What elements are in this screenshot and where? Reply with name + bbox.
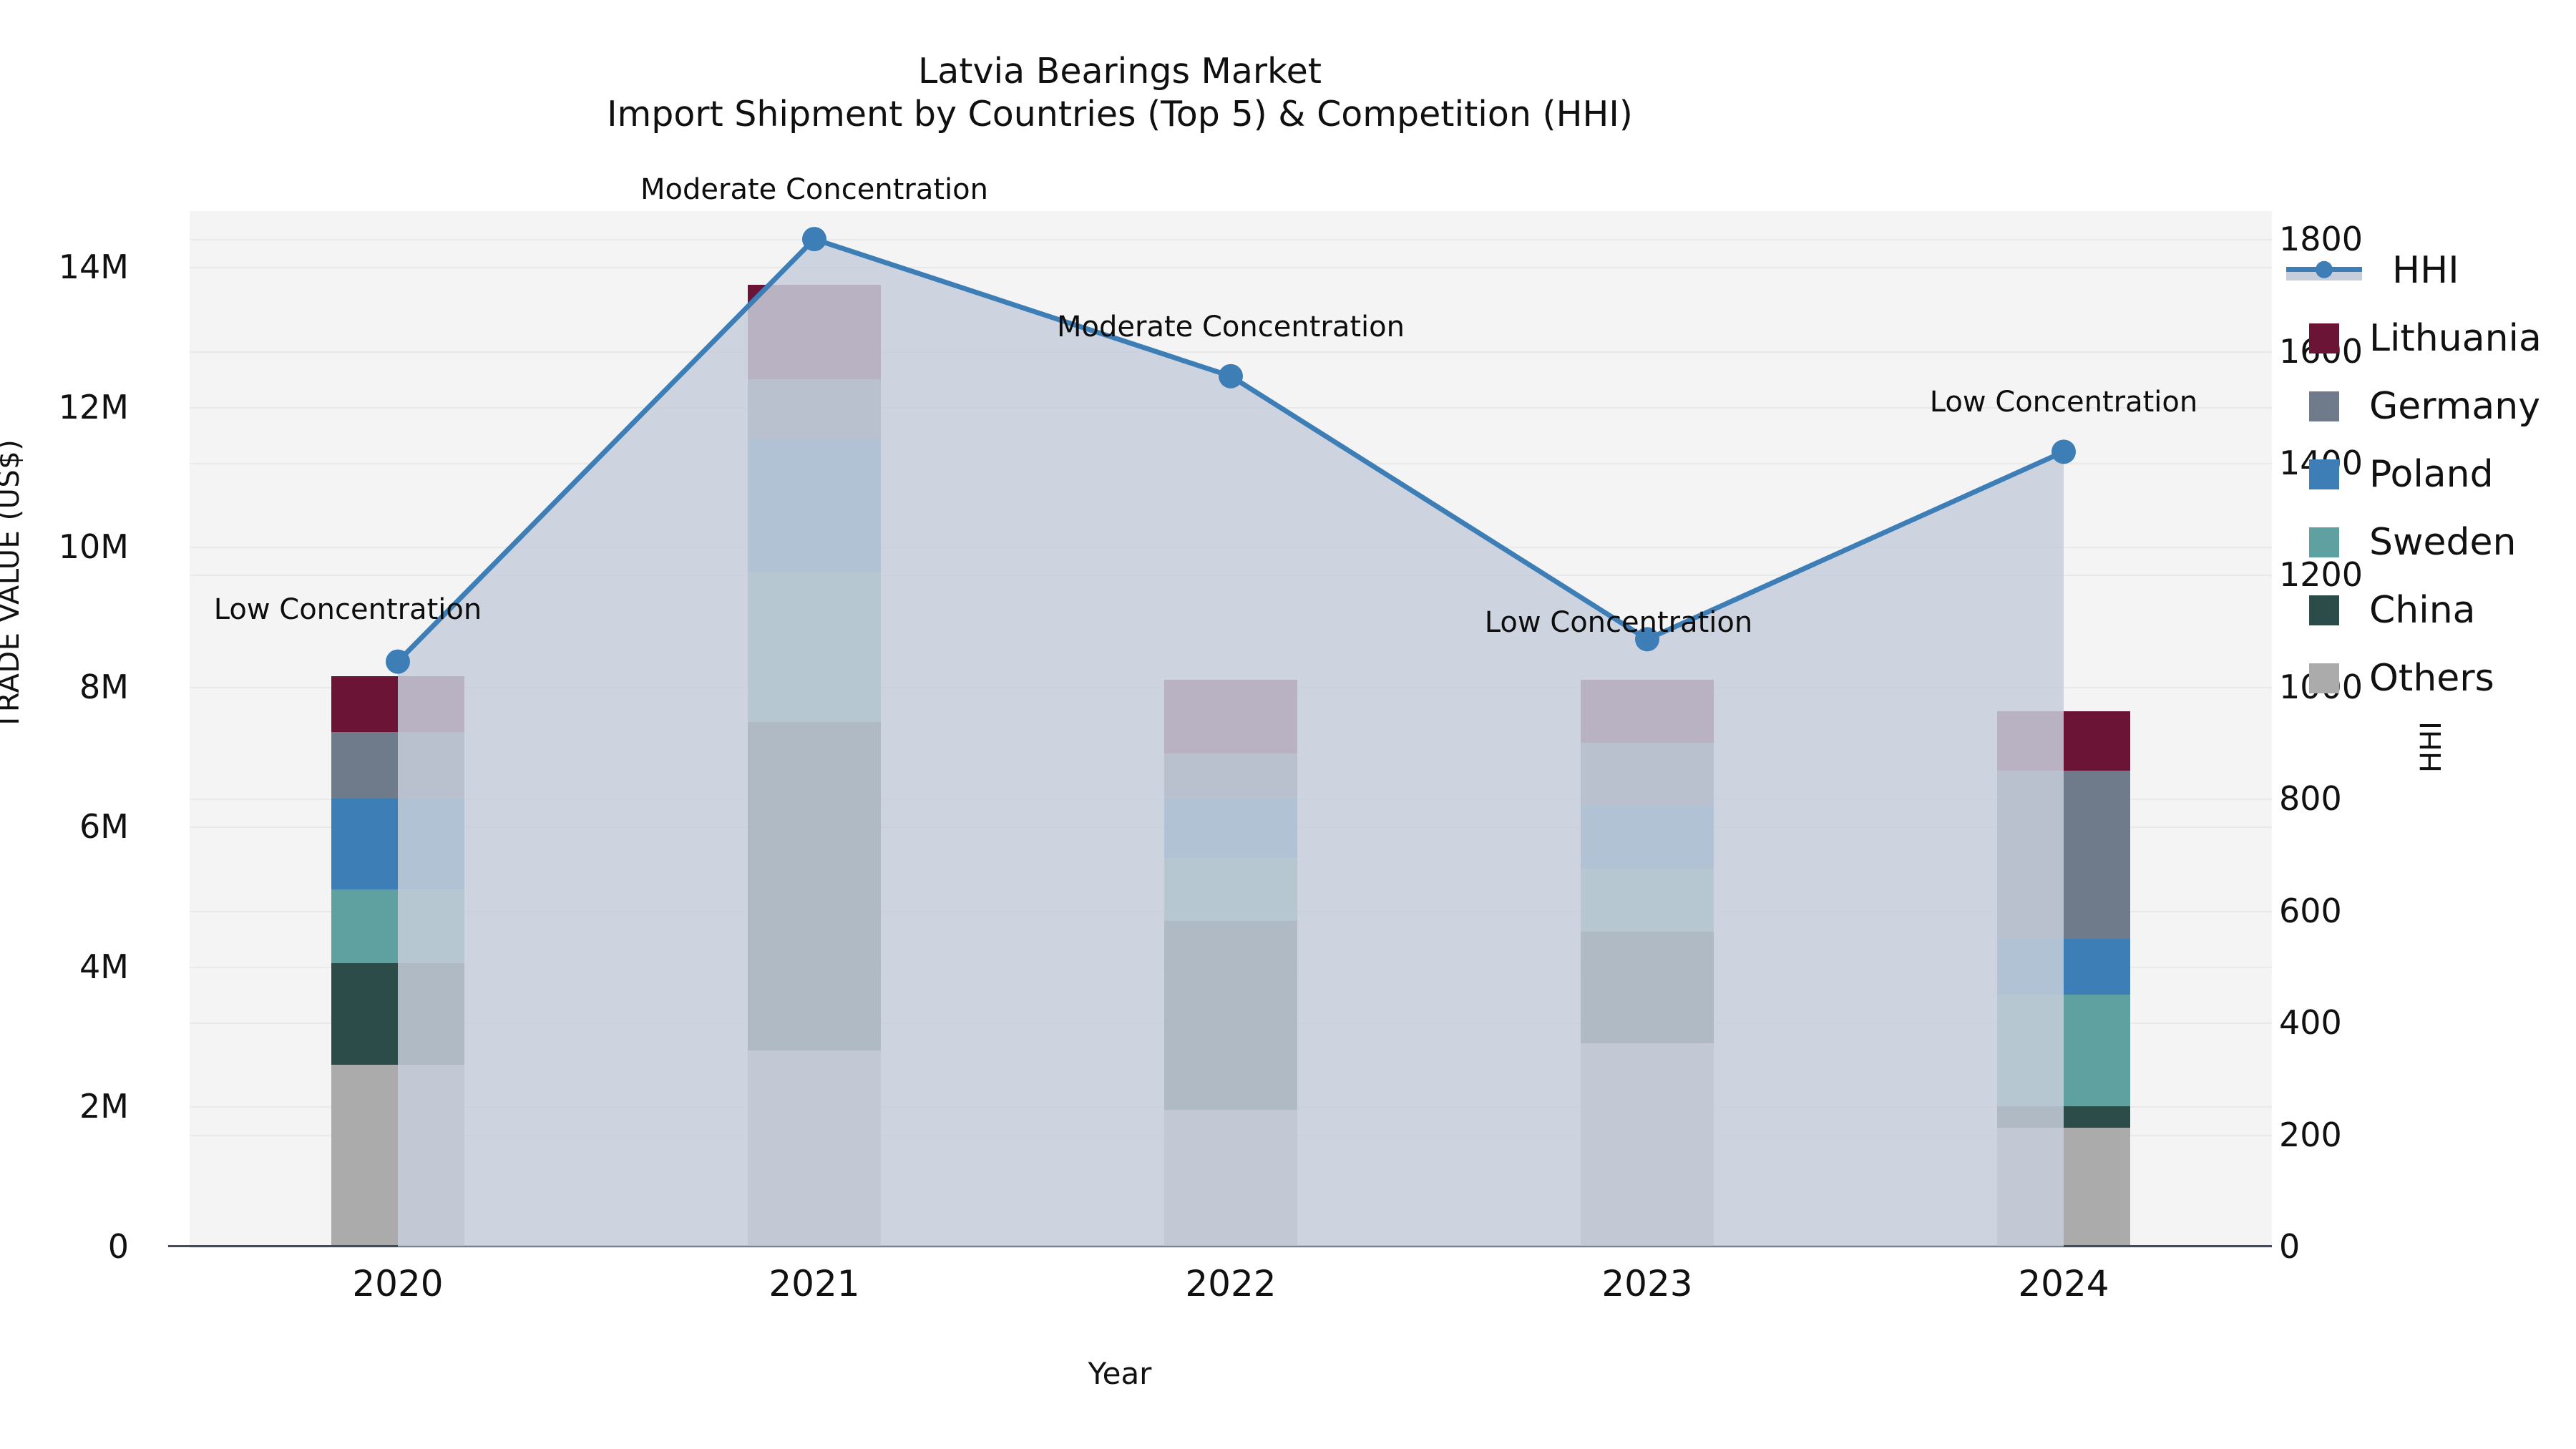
annotation-label: Low Concentration — [1484, 606, 1753, 640]
bar-segment[interactable] — [748, 379, 881, 439]
legend-label: Poland — [2369, 452, 2494, 496]
bar-segment[interactable] — [1581, 932, 1714, 1044]
gridline — [190, 547, 2272, 549]
bar-segment[interactable] — [1997, 771, 2130, 939]
bar-segment[interactable] — [1164, 753, 1297, 799]
x-tick-label: 2023 — [1601, 1263, 1693, 1304]
bar-segment[interactable] — [1581, 1043, 1714, 1246]
gridline-secondary — [190, 462, 2272, 464]
gridline-secondary — [190, 239, 2272, 241]
bar-segment[interactable] — [1581, 869, 1714, 932]
y-tick-label: 2M — [79, 1087, 129, 1126]
legend-line-icon — [2286, 255, 2362, 286]
legend-label: Sweden — [2369, 520, 2517, 564]
legend-item-poland[interactable]: Poland — [2286, 440, 2542, 508]
legend-label: Others — [2369, 656, 2494, 700]
x-tick-label: 2021 — [769, 1263, 860, 1304]
bar-segment[interactable] — [331, 732, 464, 799]
legend-label: Lithuania — [2369, 316, 2542, 360]
y-axis-title-right: HHI — [2415, 721, 2448, 773]
legend-label: HHI — [2392, 248, 2459, 292]
y2-tick-label: 1200 — [2279, 555, 2363, 595]
x-tick-label: 2020 — [352, 1263, 444, 1304]
y2-tick-label: 600 — [2279, 891, 2342, 930]
chart-title-block: Latvia Bearings Market Import Shipment b… — [0, 50, 2240, 136]
bar-segment[interactable] — [331, 799, 464, 890]
legend-item-hhi[interactable]: HHI — [2286, 236, 2542, 304]
gridline-secondary — [190, 351, 2272, 353]
legend-line-dot — [2316, 260, 2333, 278]
bar-segment[interactable] — [1997, 1106, 2130, 1128]
x-axis-line — [168, 1245, 2272, 1247]
annotation-label: Low Concentration — [213, 592, 482, 626]
legend-item-sweden[interactable]: Sweden — [2286, 508, 2542, 576]
bar-segment[interactable] — [1164, 799, 1297, 859]
y-tick-label: 6M — [79, 807, 129, 847]
annotation-label: Moderate Concentration — [1057, 310, 1405, 343]
bar-segment[interactable] — [748, 438, 881, 572]
bar-segment[interactable] — [1997, 1127, 2130, 1246]
gridline — [190, 267, 2272, 269]
plot-area — [190, 211, 2272, 1248]
y2-tick-label: 800 — [2279, 779, 2342, 819]
y2-tick-label: 200 — [2279, 1115, 2342, 1154]
bar-segment[interactable] — [748, 284, 881, 379]
bar-segment[interactable] — [1164, 858, 1297, 922]
y-axis-title-left: TRADE VALUE (US$) — [0, 439, 26, 730]
y2-tick-label: 1800 — [2279, 220, 2363, 259]
legend: HHI Lithuania Germany Poland Sweden China Othe… — [2286, 236, 2542, 712]
bar-segment[interactable] — [331, 889, 464, 964]
legend-swatch-icon — [2309, 527, 2339, 557]
x-tick-label: 2024 — [2018, 1263, 2109, 1304]
y-tick-label: 10M — [58, 527, 129, 567]
bar-segment[interactable] — [748, 1050, 881, 1246]
y-tick-label: 12M — [58, 387, 129, 426]
y-tick-label: 8M — [79, 667, 129, 706]
y2-tick-label: 0 — [2279, 1227, 2301, 1266]
legend-swatch-icon — [2309, 391, 2339, 421]
bar-segment[interactable] — [1581, 806, 1714, 869]
chart-subtitle: Import Shipment by Countries (Top 5) & C… — [607, 93, 1633, 135]
bar-segment[interactable] — [1997, 938, 2130, 995]
x-tick-label: 2022 — [1185, 1263, 1277, 1304]
y-tick-label: 4M — [79, 947, 129, 986]
bar-segment[interactable] — [331, 676, 464, 733]
bar-segment[interactable] — [1997, 711, 2130, 771]
bar-segment[interactable] — [748, 571, 881, 722]
legend-label: Germany — [2369, 384, 2541, 428]
legend-item-china[interactable]: China — [2286, 576, 2542, 644]
legend-swatch-icon — [2309, 323, 2339, 353]
legend-label: China — [2369, 588, 2476, 632]
bar-segment[interactable] — [1164, 1110, 1297, 1246]
chart-title: Latvia Bearings Market — [917, 51, 1322, 92]
bar-segment[interactable] — [1164, 680, 1297, 753]
y2-tick-label: 400 — [2279, 1003, 2342, 1043]
legend-swatch-icon — [2309, 595, 2339, 625]
legend-swatch-icon — [2309, 459, 2339, 489]
gridline-secondary — [190, 1246, 2272, 1248]
bar-segment[interactable] — [331, 1064, 464, 1246]
gridline-secondary — [190, 575, 2272, 577]
bar-segment[interactable] — [331, 963, 464, 1065]
bar-segment[interactable] — [1997, 995, 2130, 1107]
y-tick-label: 0 — [107, 1227, 129, 1266]
annotation-label: Low Concentration — [1929, 386, 2198, 419]
legend-item-lithuania[interactable]: Lithuania — [2286, 304, 2542, 372]
legend-swatch-icon — [2309, 663, 2339, 693]
legend-item-others[interactable]: Others — [2286, 644, 2542, 712]
annotation-label: Moderate Concentration — [640, 173, 988, 207]
bar-segment[interactable] — [748, 721, 881, 1051]
legend-item-germany[interactable]: Germany — [2286, 372, 2542, 440]
bar-segment[interactable] — [1164, 921, 1297, 1111]
bar-segment[interactable] — [1581, 680, 1714, 743]
x-axis-title: Year — [1088, 1356, 1152, 1391]
y-tick-label: 14M — [58, 248, 129, 287]
bar-segment[interactable] — [1581, 743, 1714, 806]
